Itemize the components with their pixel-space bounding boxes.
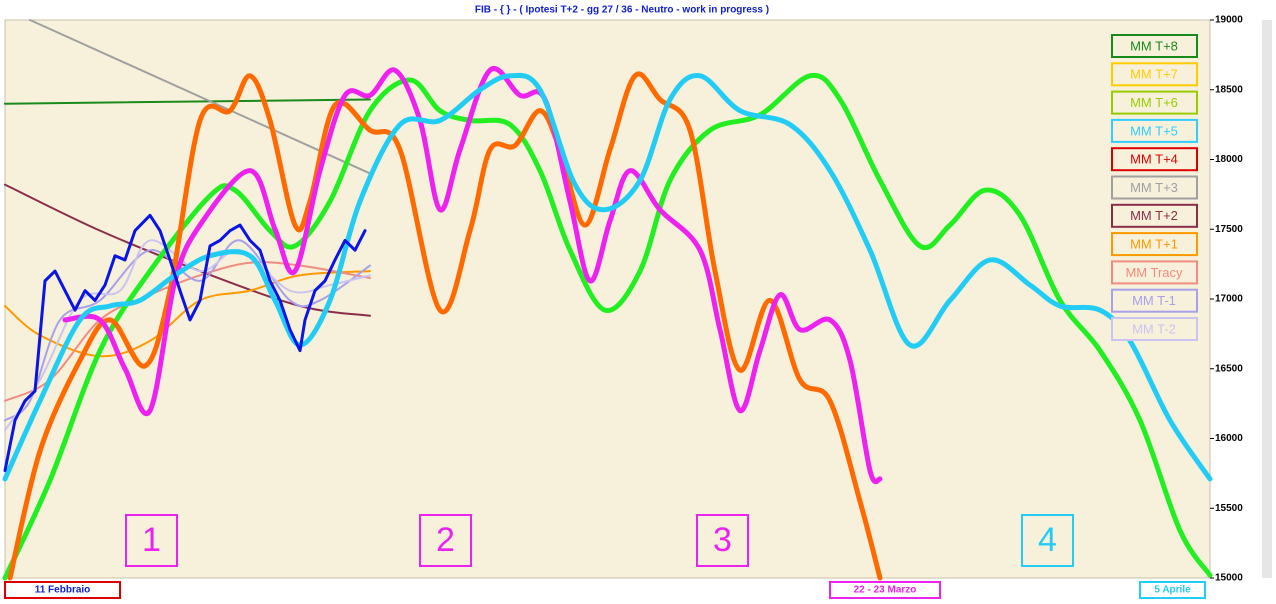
legend-label: MM T-2 [1132,321,1176,336]
legend-label: MM T+7 [1130,67,1178,82]
date-label: 5 Aprile [1154,585,1191,596]
legend-box [1111,288,1198,313]
zone-box [125,514,178,567]
legend-box [1111,147,1198,172]
ma-line [29,19,371,175]
legend-label: MM T+4 [1130,152,1178,167]
plot-area [4,19,1211,579]
legend-box [1111,62,1198,87]
projection-line [62,65,883,485]
price-line [3,213,367,473]
legend-label: MM T+8 [1130,38,1178,53]
ma-line [4,270,371,358]
y-tick-label: 15500 [1215,503,1243,514]
y-tick-label: 18500 [1215,84,1243,95]
legend-box [1111,260,1198,285]
legend-box [1111,203,1198,228]
ma-line [4,98,371,105]
zone-box [419,514,472,567]
y-tick-label: 16500 [1215,363,1243,374]
zone-label: 1 [142,521,161,559]
date-box [829,581,941,599]
legend-label: MM T-1 [1132,293,1176,308]
legend-box [1111,90,1198,115]
legend-label: MM T+5 [1130,123,1178,138]
zone-label: 4 [1038,521,1057,559]
zone-box [1021,514,1074,567]
zone-label: 3 [713,521,732,559]
legend-label: MM T+6 [1130,95,1178,110]
legend-box [1111,232,1198,257]
legend-label: MM T+1 [1130,237,1178,252]
date-label: 22 - 23 Marzo [854,585,917,596]
scroll-strip [1262,20,1272,578]
y-tick-label: 16000 [1215,433,1243,444]
legend-label: MM T+3 [1130,180,1178,195]
y-tick-label: 17000 [1215,294,1243,305]
legend-box [1111,317,1198,341]
y-tick-label: 17500 [1215,224,1243,235]
legend-label: MM Tracy [1125,265,1183,280]
zone-box [696,514,749,567]
date-box [1139,581,1206,599]
legend-label: MM T+2 [1130,208,1178,223]
zone-label: 2 [436,521,455,559]
chart-title: FIB - { } - ( Ipotesi T+2 - gg 27 / 36 -… [475,5,769,16]
legend-box [1111,175,1198,200]
date-label: 11 Febbraio [35,585,91,596]
projection-line [2,72,1213,482]
legend-box [1111,118,1198,143]
legend-box [1111,34,1198,58]
y-tick-label: 19000 [1215,15,1243,26]
date-box [4,581,121,599]
projection-line [7,71,883,581]
y-tick-label: 15000 [1215,573,1243,584]
y-tick-label: 18000 [1215,154,1243,165]
